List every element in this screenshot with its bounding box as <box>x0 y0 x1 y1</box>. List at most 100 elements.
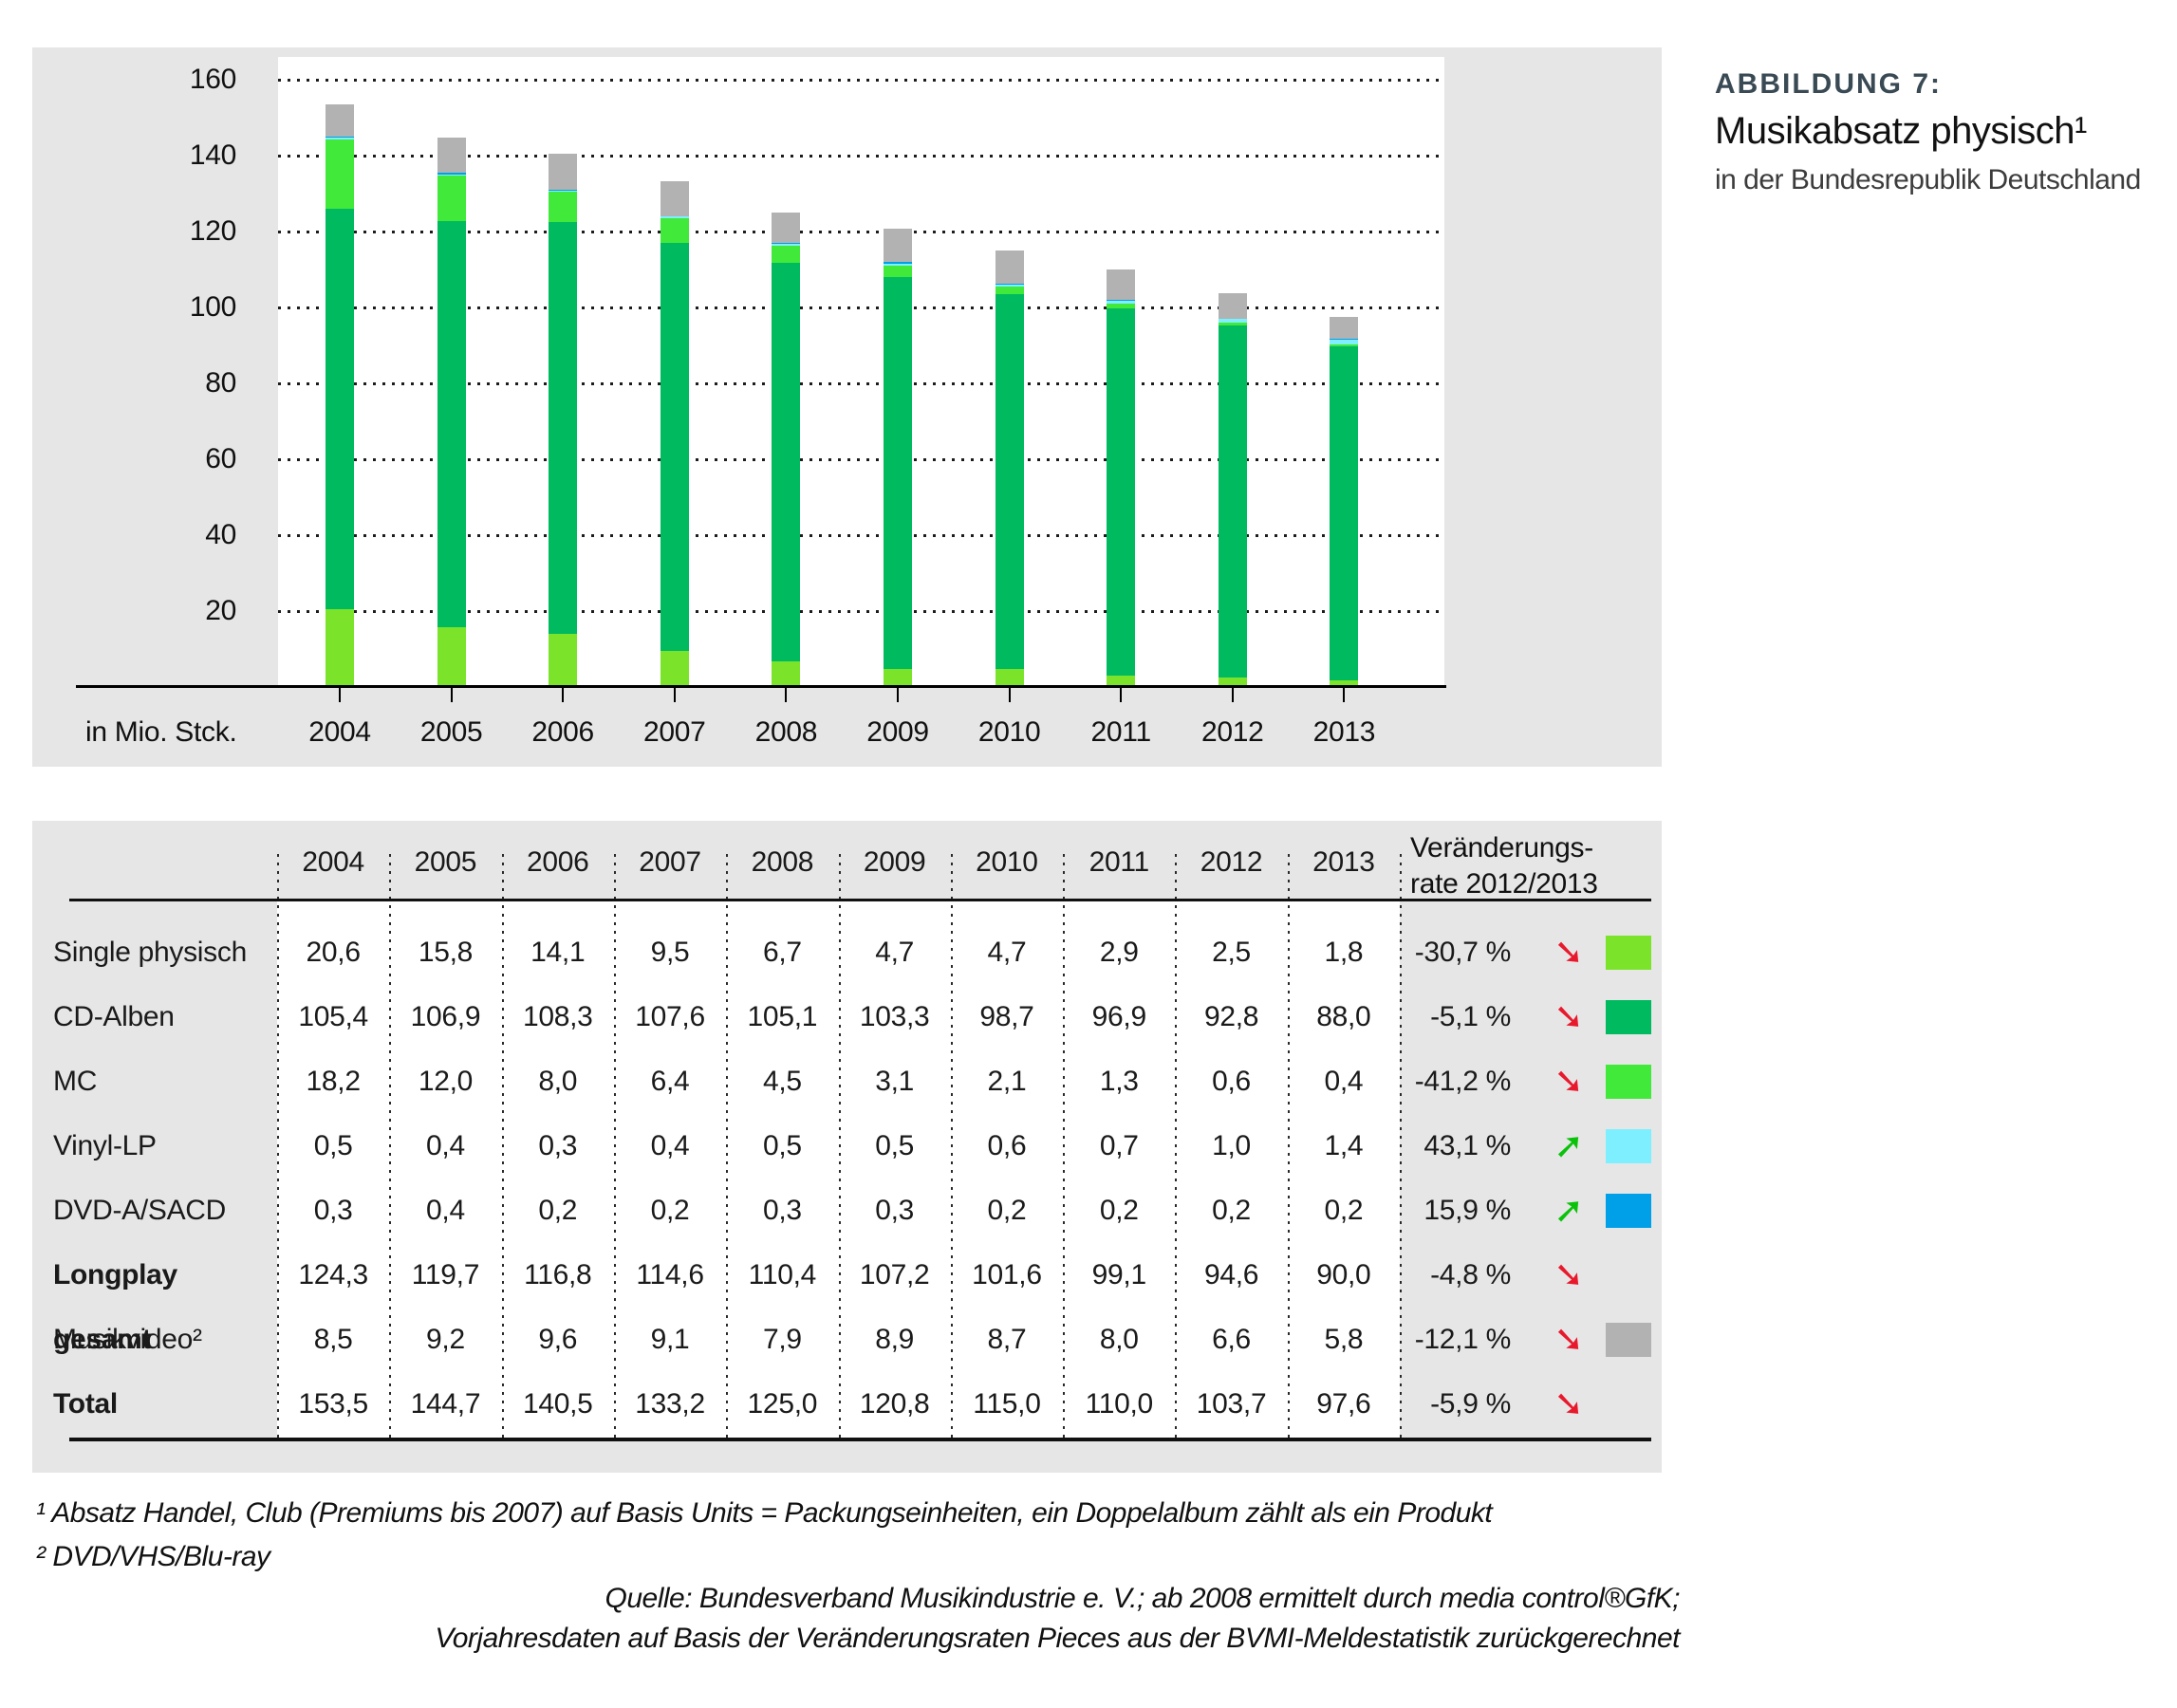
cell-2007: 107,6 <box>635 1001 705 1032</box>
table-row-Longplay gesamt: Longplay gesamt 124,3 119,7 116,8 114,6 110,4… <box>32 1243 1662 1355</box>
figure-title-block: ABBILDUNG 7: Musikabsatz physisch¹ in de… <box>1715 68 2161 196</box>
y-axis-label-60: 60 <box>205 443 236 474</box>
bar-segment-2008-MC <box>772 245 801 263</box>
row-label: Vinyl-LP <box>53 1130 157 1161</box>
x-tick-2013 <box>1343 687 1346 702</box>
cell-2012: 6,6 <box>1212 1324 1251 1355</box>
bar-segment-2013-Vinyl-LP <box>1330 339 1359 345</box>
table-header-2004: 2004 <box>302 846 364 878</box>
cell-2004: 105,4 <box>298 1001 368 1032</box>
column-separator-0 <box>277 854 279 1441</box>
gridline-160 <box>278 79 1444 82</box>
bar-segment-2010-Musikvideo <box>995 251 1024 284</box>
trend-down-arrow-icon: ➘ <box>1554 1383 1584 1424</box>
legend-chip-DVD-A/SACD <box>1606 1194 1651 1228</box>
cell-2013: 0,4 <box>1324 1066 1364 1097</box>
data-table-panel: 2004 2005 2006 2007 2008 2009 2010 2011 2012 2013… <box>32 821 1662 1473</box>
bar-segment-2004-MC <box>326 139 354 210</box>
table-header-2008: 2008 <box>751 846 814 878</box>
row-label: Single physisch <box>53 937 247 968</box>
x-tick-2011 <box>1120 687 1123 702</box>
x-tick-2008 <box>785 687 788 702</box>
cell-2004: 8,5 <box>313 1324 353 1355</box>
gridline-100 <box>278 306 1444 309</box>
cell-2011: 96,9 <box>1091 1001 1147 1032</box>
x-axis-label-2011: 2011 <box>1090 716 1152 748</box>
trend-up-arrow-icon: ➚ <box>1554 1189 1584 1231</box>
bar-2008 <box>772 213 801 687</box>
bar-segment-2011-CD-Alben <box>1107 307 1136 677</box>
table-header-2011: 2011 <box>1088 846 1150 878</box>
bar-segment-2005-Single physisch <box>437 626 466 687</box>
x-axis-label-2005: 2005 <box>419 716 483 748</box>
cell-2013: 1,4 <box>1324 1130 1364 1161</box>
bar-2012 <box>1218 293 1247 687</box>
bar-segment-2011-Single physisch <box>1107 676 1136 687</box>
bar-2010 <box>995 251 1024 687</box>
column-separator-5 <box>839 854 841 1441</box>
footnote-1: ¹ Absatz Handel, Club (Premiums bis 2007… <box>36 1497 1493 1529</box>
row-label: CD-Alben <box>53 1001 175 1032</box>
column-separator-7 <box>1063 854 1065 1441</box>
table-row-DVD-A/SACD: DVD-A/SACD 0,3 0,4 0,2 0,2 0,3 0,3 0,2 0,2 0,2 0,2… <box>32 1179 1662 1243</box>
cell-2007: 6,4 <box>650 1066 690 1097</box>
bar-segment-2005-CD-Alben <box>437 221 466 627</box>
bar-segment-2006-CD-Alben <box>549 222 578 634</box>
column-separator-2 <box>502 854 504 1441</box>
cell-2007: 133,2 <box>635 1388 705 1420</box>
cell-2012: 2,5 <box>1212 937 1251 968</box>
bar-segment-2010-Vinyl-LP <box>995 284 1024 288</box>
row-label: MC <box>53 1066 98 1097</box>
cell-2008: 7,9 <box>762 1324 802 1355</box>
table-row-Single physisch: Single physisch 20,6 15,8 14,1 9,5 6,7 4,7 4,7 2… <box>32 920 1662 985</box>
legend-chip-Single physisch <box>1606 936 1651 970</box>
change-rate-value: 43,1 % <box>1423 1130 1511 1161</box>
x-tick-2012 <box>1231 687 1234 702</box>
footnote-2: ² DVD/VHS/Blu-ray <box>36 1541 270 1572</box>
cell-2008: 0,3 <box>762 1195 802 1226</box>
change-rate-value: -5,9 % <box>1430 1388 1511 1420</box>
bar-segment-2004-DVD-A/SACD <box>326 137 354 139</box>
x-axis-line <box>76 685 1446 688</box>
cell-2005: 9,2 <box>426 1324 465 1355</box>
bar-segment-2006-Musikvideo <box>549 154 578 191</box>
cell-2013: 0,2 <box>1324 1195 1364 1226</box>
table-row-Musikvideo²: Musikvideo² 8,5 9,2 9,6 9,1 7,9 8,9 8,7 8,0 6,6 5,… <box>32 1308 1662 1372</box>
row-label: Musikvideo² <box>53 1324 202 1355</box>
bar-segment-2007-CD-Alben <box>660 242 689 651</box>
cell-2008: 0,5 <box>762 1130 802 1161</box>
bar-segment-2008-CD-Alben <box>772 262 801 662</box>
bar-segment-2013-CD-Alben <box>1330 345 1359 680</box>
cell-2007: 9,1 <box>650 1324 690 1355</box>
trend-down-arrow-icon: ➘ <box>1554 1318 1584 1360</box>
trend-down-arrow-icon: ➘ <box>1554 931 1584 973</box>
cell-2006: 0,3 <box>538 1130 578 1161</box>
cell-2004: 20,6 <box>306 937 362 968</box>
cell-2010: 115,0 <box>973 1388 1041 1420</box>
y-axis-label-120: 120 <box>189 215 236 247</box>
cell-2011: 0,2 <box>1099 1195 1139 1226</box>
column-separator-4 <box>726 854 728 1441</box>
cell-2010: 8,7 <box>987 1324 1027 1355</box>
trend-down-arrow-icon: ➘ <box>1554 1060 1584 1102</box>
cell-2005: 144,7 <box>410 1388 481 1420</box>
bar-segment-2005-Vinyl-LP <box>437 174 466 176</box>
x-tick-2007 <box>673 687 676 702</box>
cell-2009: 107,2 <box>859 1259 930 1290</box>
table-header-2013: 2013 <box>1312 846 1375 878</box>
bar-segment-2009-Vinyl-LP <box>884 263 912 266</box>
table-header-2006: 2006 <box>526 846 589 878</box>
cell-2004: 124,3 <box>298 1259 368 1290</box>
cell-2009: 0,5 <box>875 1130 915 1161</box>
table-row-MC: MC 18,2 12,0 8,0 6,4 4,5 3,1 2,1 1,3 0,6 0,4 -41,2 … <box>32 1049 1662 1114</box>
cell-2006: 116,8 <box>524 1259 592 1290</box>
cell-2005: 15,8 <box>418 937 474 968</box>
bar-segment-2007-Vinyl-LP <box>660 216 689 219</box>
bar-segment-2013-DVD-A/SACD <box>1330 338 1359 340</box>
trend-down-arrow-icon: ➘ <box>1554 995 1584 1037</box>
column-separator-3 <box>614 854 616 1441</box>
bar-segment-2008-Musikvideo <box>772 213 801 243</box>
x-axis-label-2013: 2013 <box>1312 716 1376 748</box>
bar-segment-2012-Musikvideo <box>1218 293 1247 319</box>
cell-2004: 153,5 <box>298 1388 368 1420</box>
